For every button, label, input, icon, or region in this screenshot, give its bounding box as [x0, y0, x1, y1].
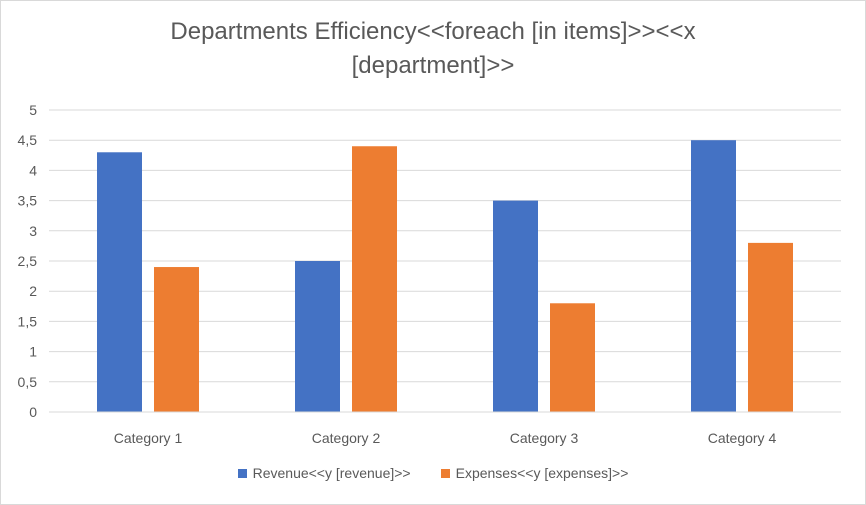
legend-label-expenses: Expenses<<y [expenses]>>: [455, 465, 629, 481]
y-axis-tick-labels: 0 0,5 1 1,5 2 2,5 3 3,5 4 4,5 5: [18, 102, 38, 420]
bar-revenue-3: [493, 200, 538, 412]
y-tick-label: 1: [29, 344, 37, 360]
legend-label-revenue: Revenue<<y [revenue]>>: [252, 465, 411, 481]
y-tick-label: 4,5: [18, 132, 38, 148]
legend-item-revenue: Revenue<<y [revenue]>>: [237, 465, 411, 481]
y-tick-label: 3: [29, 223, 37, 239]
legend: Revenue<<y [revenue]>> Expenses<<y [expe…: [1, 465, 865, 481]
x-tick-label: Category 3: [510, 430, 579, 446]
bars: [97, 140, 793, 413]
bar-revenue-2: [295, 261, 340, 412]
x-tick-label: Category 4: [708, 430, 777, 446]
y-tick-label: 2,5: [18, 253, 38, 269]
bar-expenses-3: [550, 303, 595, 412]
y-tick-label: 2: [29, 283, 37, 299]
x-tick-label: Category 1: [114, 430, 183, 446]
legend-swatch-revenue: [237, 468, 247, 478]
y-tick-label: 1,5: [18, 313, 38, 329]
bar-expenses-1: [154, 267, 199, 412]
y-tick-label: 0: [29, 404, 37, 420]
y-tick-label: 3,5: [18, 193, 38, 209]
legend-item-expenses: Expenses<<y [expenses]>>: [440, 465, 629, 481]
bar-expenses-2: [352, 146, 397, 413]
x-axis-tick-labels: Category 1 Category 2 Category 3 Category 4: [114, 430, 777, 446]
x-tick-label: Category 2: [312, 430, 381, 446]
bar-expenses-4: [748, 242, 793, 412]
y-tick-label: 4: [29, 162, 37, 178]
chart-title-text: Departments Efficiency<<foreach [in item…: [170, 18, 696, 79]
chart-title: Departments Efficiency<<foreach [in item…: [1, 15, 865, 83]
bar-revenue-4: [691, 140, 736, 412]
bar-revenue-1: [97, 152, 142, 412]
y-tick-label: 0,5: [18, 374, 38, 390]
y-tick-label: 5: [29, 102, 37, 118]
legend-swatch-expenses: [440, 468, 450, 478]
